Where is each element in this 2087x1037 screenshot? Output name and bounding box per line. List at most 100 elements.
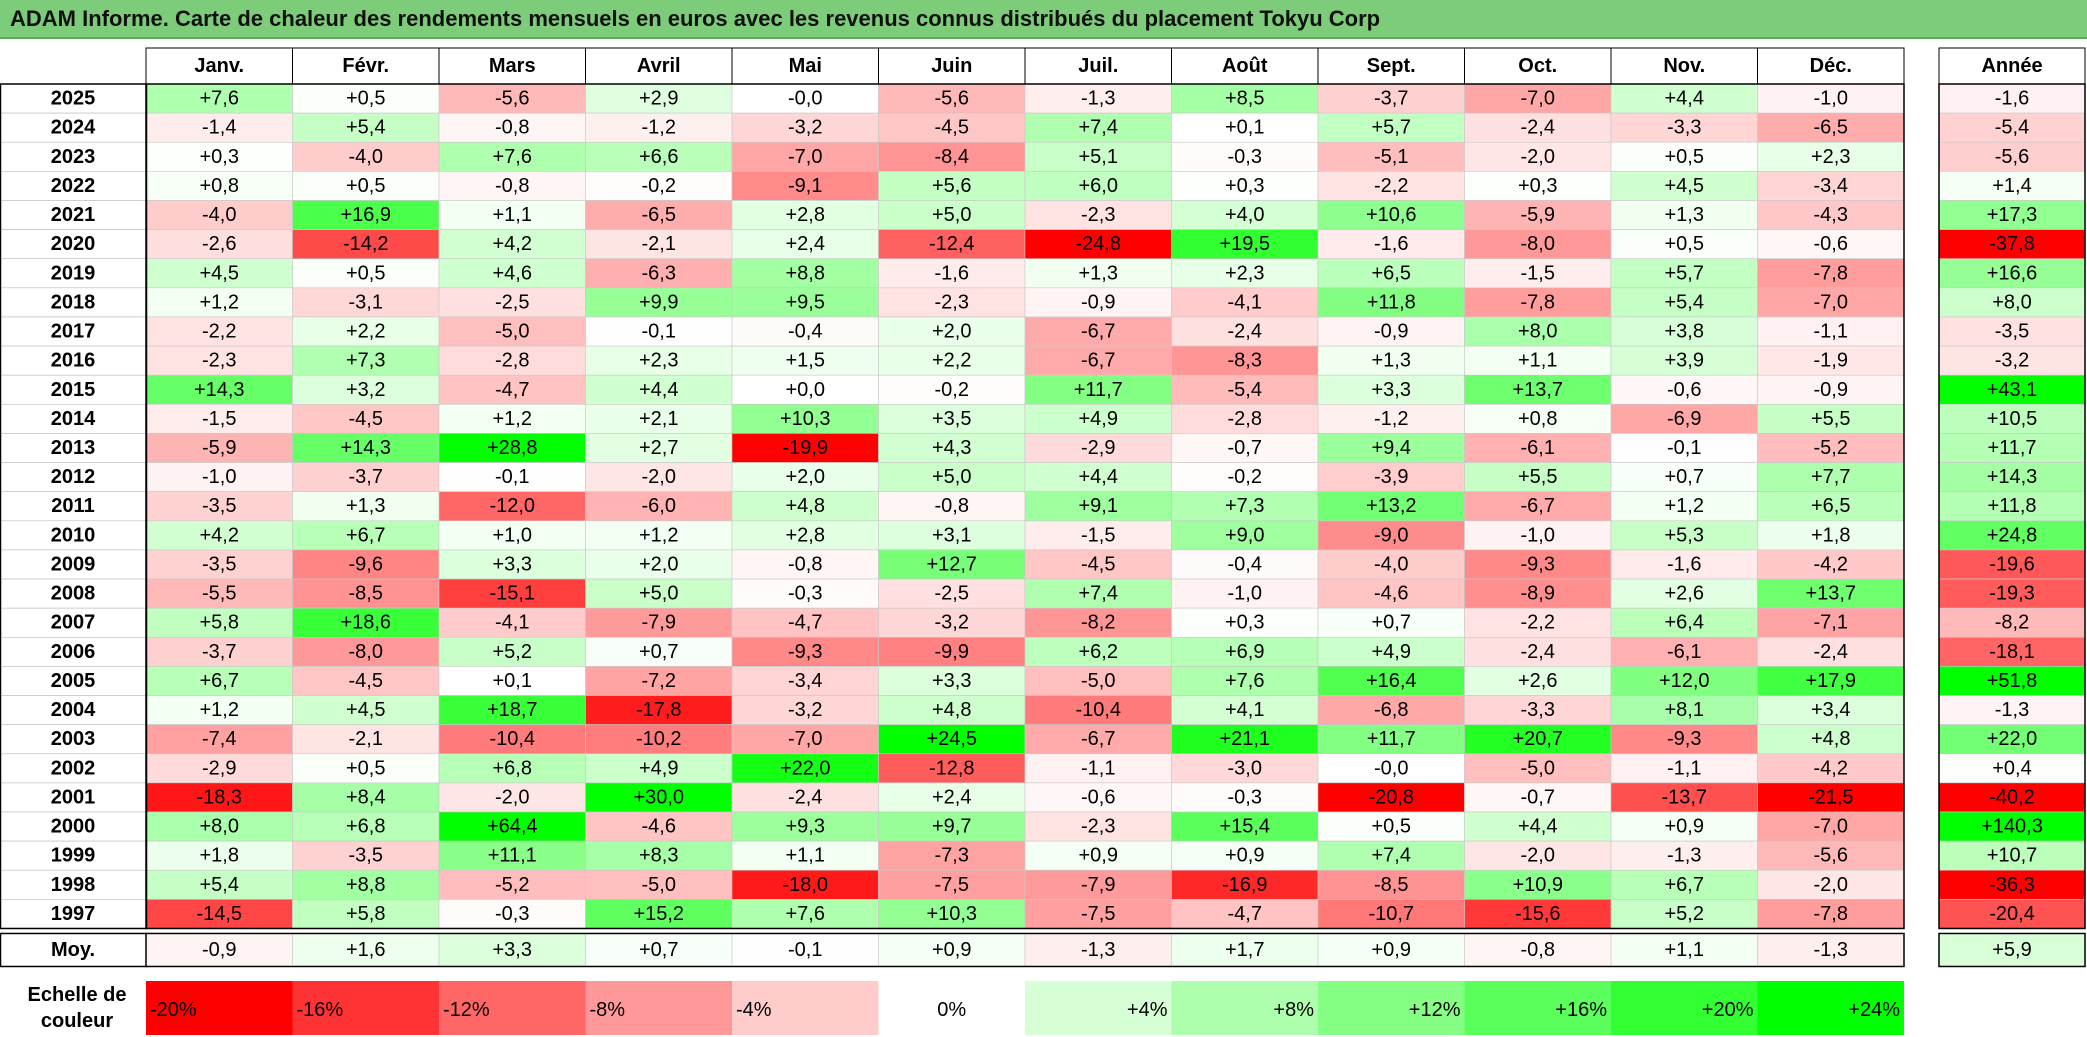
cell-value: +0,7: [1372, 612, 1411, 634]
cell-value: +12,0: [1659, 670, 1710, 692]
cell-value: -3,4: [788, 670, 822, 692]
heatmap-cell: [145, 374, 293, 405]
cell-value: -4,0: [202, 204, 236, 226]
annual-value: -19,6: [1989, 553, 2035, 575]
year-label: 2017: [51, 321, 96, 343]
cell-value: -5,6: [1814, 845, 1848, 867]
heatmap-cell: [1464, 666, 1612, 696]
heatmap-cell: [1024, 578, 1172, 609]
annual-value: +140,3: [1981, 816, 2043, 838]
cell-value: +9,3: [786, 816, 825, 838]
heatmap-cell: [585, 636, 733, 667]
heatmap-cell: [731, 782, 879, 813]
heatmap-cell: [1610, 695, 1758, 725]
cell-value: -2,4: [788, 786, 822, 808]
heatmap-cell: [438, 83, 586, 114]
cell-value: +8,3: [639, 845, 678, 867]
cell-value: +24,5: [926, 728, 977, 750]
cell-value: +3,3: [493, 553, 532, 575]
heatmap-cell: [1757, 491, 1905, 522]
heatmap-cell: [438, 404, 586, 434]
cell-value: +4,3: [932, 437, 971, 459]
heatmap-cell: [731, 462, 879, 492]
heatmap-cell: [1610, 782, 1758, 813]
cell-value: +10,6: [1366, 204, 1417, 226]
cell-value: -0,4: [1228, 553, 1262, 575]
heatmap-cell: [292, 549, 440, 580]
heatmap-cell: [1757, 869, 1905, 900]
cell-value: +4,5: [200, 262, 239, 284]
cell-value: -7,0: [788, 146, 822, 168]
cell-value: -3,4: [1814, 175, 1848, 197]
cell-value: +7,6: [786, 903, 825, 925]
heatmap-cell: [145, 695, 293, 725]
annual-value: -3,2: [1995, 350, 2029, 372]
cell-value: -1,3: [1081, 88, 1115, 110]
month-header-cell: [1757, 47, 1905, 85]
heatmap-cell: [1757, 549, 1905, 580]
cell-value: +5,3: [1665, 524, 1704, 546]
cell-value: -3,7: [349, 466, 383, 488]
month-header: Juil.: [1078, 55, 1118, 77]
heatmap-cell: [1171, 433, 1319, 463]
heatmap-cell: [292, 112, 440, 143]
annual-value: -5,6: [1995, 146, 2029, 168]
cell-value: +11,7: [1074, 379, 1123, 401]
year-label: 2004: [51, 699, 96, 721]
cell-value: -2,1: [642, 233, 676, 255]
heatmap-cell: [585, 578, 733, 609]
cell-value: -5,5: [202, 583, 236, 605]
cell-value: +2,0: [639, 553, 678, 575]
cell-value: -7,8: [1814, 262, 1848, 284]
year-label: 2023: [51, 146, 96, 168]
cell-value: +16,9: [340, 204, 391, 226]
cell-value: +4,5: [1665, 175, 1704, 197]
cell-value: +8,0: [1518, 321, 1557, 343]
cell-value: -4,0: [349, 146, 383, 168]
cell-value: -4,6: [642, 816, 676, 838]
cell-value: -2,4: [1814, 641, 1848, 663]
cell-value: -4,3: [1814, 204, 1848, 226]
cell-value: -0,8: [495, 117, 529, 139]
cell-value: +0,9: [1225, 845, 1264, 867]
cell-value: -5,9: [202, 437, 236, 459]
heatmap-cell: [1317, 287, 1465, 318]
heatmap-cell: [1610, 840, 1758, 871]
heatmap-cell: [1024, 229, 1172, 260]
year-label: 2015: [51, 379, 96, 401]
heatmap-cell: [1757, 83, 1905, 114]
cell-value: -6,7: [1081, 350, 1115, 372]
heatmap-cell: [1610, 636, 1758, 667]
year-label: 1998: [51, 874, 96, 896]
cell-value: +6,9: [1225, 641, 1264, 663]
heatmap-cell: [1024, 899, 1172, 929]
heatmap-cell: [1317, 112, 1465, 143]
heatmap-cell: [1757, 112, 1905, 143]
cell-value: +5,2: [1665, 903, 1704, 925]
cell-value: +2,0: [932, 321, 971, 343]
cell-value: +6,7: [346, 524, 385, 546]
cell-value: -5,2: [495, 874, 529, 896]
cell-value: +4,9: [1079, 408, 1118, 430]
cell-value: +4,2: [200, 524, 239, 546]
average-cell: [145, 933, 293, 967]
cell-value: -0,6: [1081, 786, 1115, 808]
year-label-cell: [0, 578, 147, 609]
cell-value: +2,1: [639, 408, 678, 430]
year-label: 2024: [51, 117, 96, 139]
year-label: 2018: [51, 291, 96, 313]
annual-cell: [1938, 374, 2086, 405]
heatmap-cell: [1024, 83, 1172, 114]
cell-value: -0,7: [1521, 786, 1555, 808]
heatmap-cell: [292, 287, 440, 318]
cell-value: -8,5: [1374, 874, 1408, 896]
cell-value: -2,9: [202, 757, 236, 779]
average-cell: [438, 933, 586, 967]
cell-value: +0,5: [346, 88, 385, 110]
heatmap-cell: [438, 607, 586, 638]
cell-value: -6,9: [1667, 408, 1701, 430]
annual-value: -1,3: [1995, 699, 2029, 721]
cell-value: -9,9: [935, 641, 969, 663]
heatmap-cell: [731, 374, 879, 405]
cell-value: -5,2: [1814, 437, 1848, 459]
